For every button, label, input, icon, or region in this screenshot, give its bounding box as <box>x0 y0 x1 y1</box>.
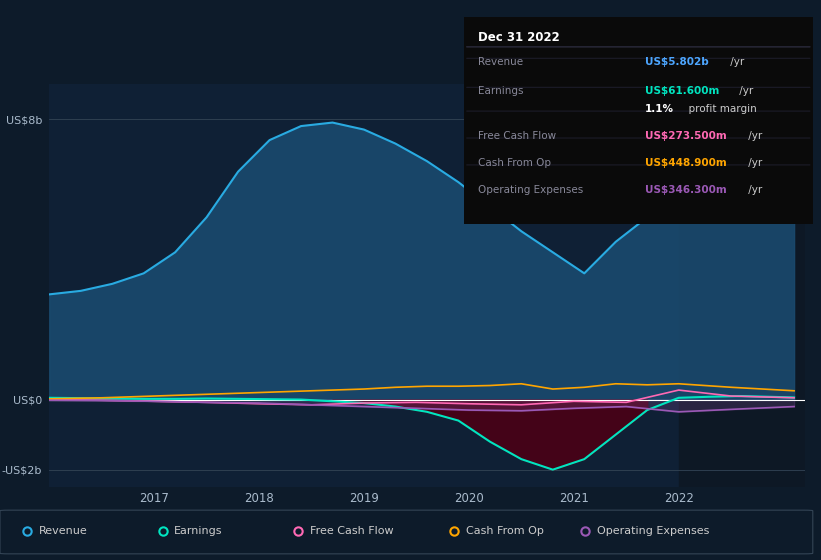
Text: US$61.600m: US$61.600m <box>645 86 720 96</box>
Text: /yr: /yr <box>736 86 754 96</box>
Text: Earnings: Earnings <box>478 86 523 96</box>
Text: /yr: /yr <box>727 57 744 67</box>
Text: Operating Expenses: Operating Expenses <box>597 526 709 536</box>
Bar <box>679 84 821 487</box>
Text: Free Cash Flow: Free Cash Flow <box>310 526 393 536</box>
Text: 1.1%: 1.1% <box>645 104 674 114</box>
Text: /yr: /yr <box>745 131 763 141</box>
Text: Dec 31 2022: Dec 31 2022 <box>478 31 560 44</box>
Text: Cash From Op: Cash From Op <box>478 158 551 168</box>
Text: US$5.802b: US$5.802b <box>645 57 709 67</box>
Text: US$273.500m: US$273.500m <box>645 131 727 141</box>
Text: Free Cash Flow: Free Cash Flow <box>478 131 556 141</box>
Text: profit margin: profit margin <box>681 104 756 114</box>
Text: Revenue: Revenue <box>39 526 87 536</box>
Text: US$448.900m: US$448.900m <box>645 158 727 168</box>
Text: /yr: /yr <box>745 158 763 168</box>
Text: US$346.300m: US$346.300m <box>645 185 727 195</box>
Text: Earnings: Earnings <box>174 526 222 536</box>
Text: Operating Expenses: Operating Expenses <box>478 185 583 195</box>
Text: /yr: /yr <box>745 185 763 195</box>
Text: Cash From Op: Cash From Op <box>466 526 544 536</box>
Text: Revenue: Revenue <box>478 57 523 67</box>
